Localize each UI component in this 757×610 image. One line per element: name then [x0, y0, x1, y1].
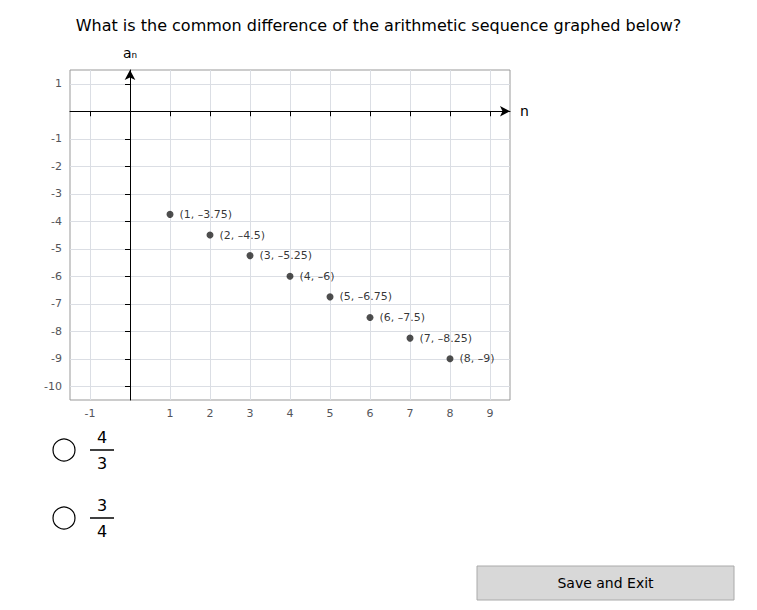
svg-text:2: 2	[207, 407, 214, 420]
svg-text:n: n	[520, 103, 529, 119]
svg-text:(6, –7.5): (6, –7.5)	[380, 311, 426, 324]
svg-text:(5, –6.75): (5, –6.75)	[340, 290, 393, 303]
svg-text:6: 6	[367, 407, 374, 420]
svg-text:4: 4	[97, 428, 107, 447]
svg-text:(1, –3.75): (1, –3.75)	[180, 208, 233, 221]
svg-text:3: 3	[247, 407, 254, 420]
svg-text:8: 8	[447, 407, 454, 420]
svg-text:aₙ: aₙ	[123, 45, 137, 61]
svg-text:Save and Exit: Save and Exit	[557, 575, 654, 591]
svg-text:What is the common difference: What is the common difference of the ari…	[76, 16, 682, 35]
svg-text:-1: -1	[85, 407, 96, 420]
svg-text:5: 5	[327, 407, 334, 420]
svg-text:4: 4	[287, 407, 294, 420]
svg-text:-4: -4	[51, 215, 62, 228]
svg-text:(2, –4.5): (2, –4.5)	[220, 229, 266, 242]
svg-text:7: 7	[407, 407, 414, 420]
svg-text:(7, –8.25): (7, –8.25)	[420, 332, 473, 345]
svg-text:4: 4	[97, 522, 107, 541]
svg-text:(3, –5.25): (3, –5.25)	[260, 249, 313, 262]
svg-text:(8, –9): (8, –9)	[460, 352, 495, 365]
svg-text:-10: -10	[44, 380, 62, 393]
svg-text:-8: -8	[51, 325, 62, 338]
svg-text:(4, –6): (4, –6)	[300, 270, 335, 283]
svg-text:1: 1	[55, 77, 62, 90]
svg-text:-3: -3	[51, 187, 62, 200]
svg-text:-6: -6	[51, 270, 62, 283]
svg-text:-5: -5	[51, 242, 62, 255]
svg-text:-9: -9	[51, 352, 62, 365]
svg-text:3: 3	[97, 454, 107, 473]
svg-text:3: 3	[97, 496, 107, 515]
svg-text:1: 1	[167, 407, 174, 420]
svg-text:-7: -7	[51, 297, 62, 310]
svg-text:-1: -1	[51, 132, 62, 145]
svg-text:-2: -2	[51, 160, 62, 173]
svg-text:9: 9	[487, 407, 494, 420]
